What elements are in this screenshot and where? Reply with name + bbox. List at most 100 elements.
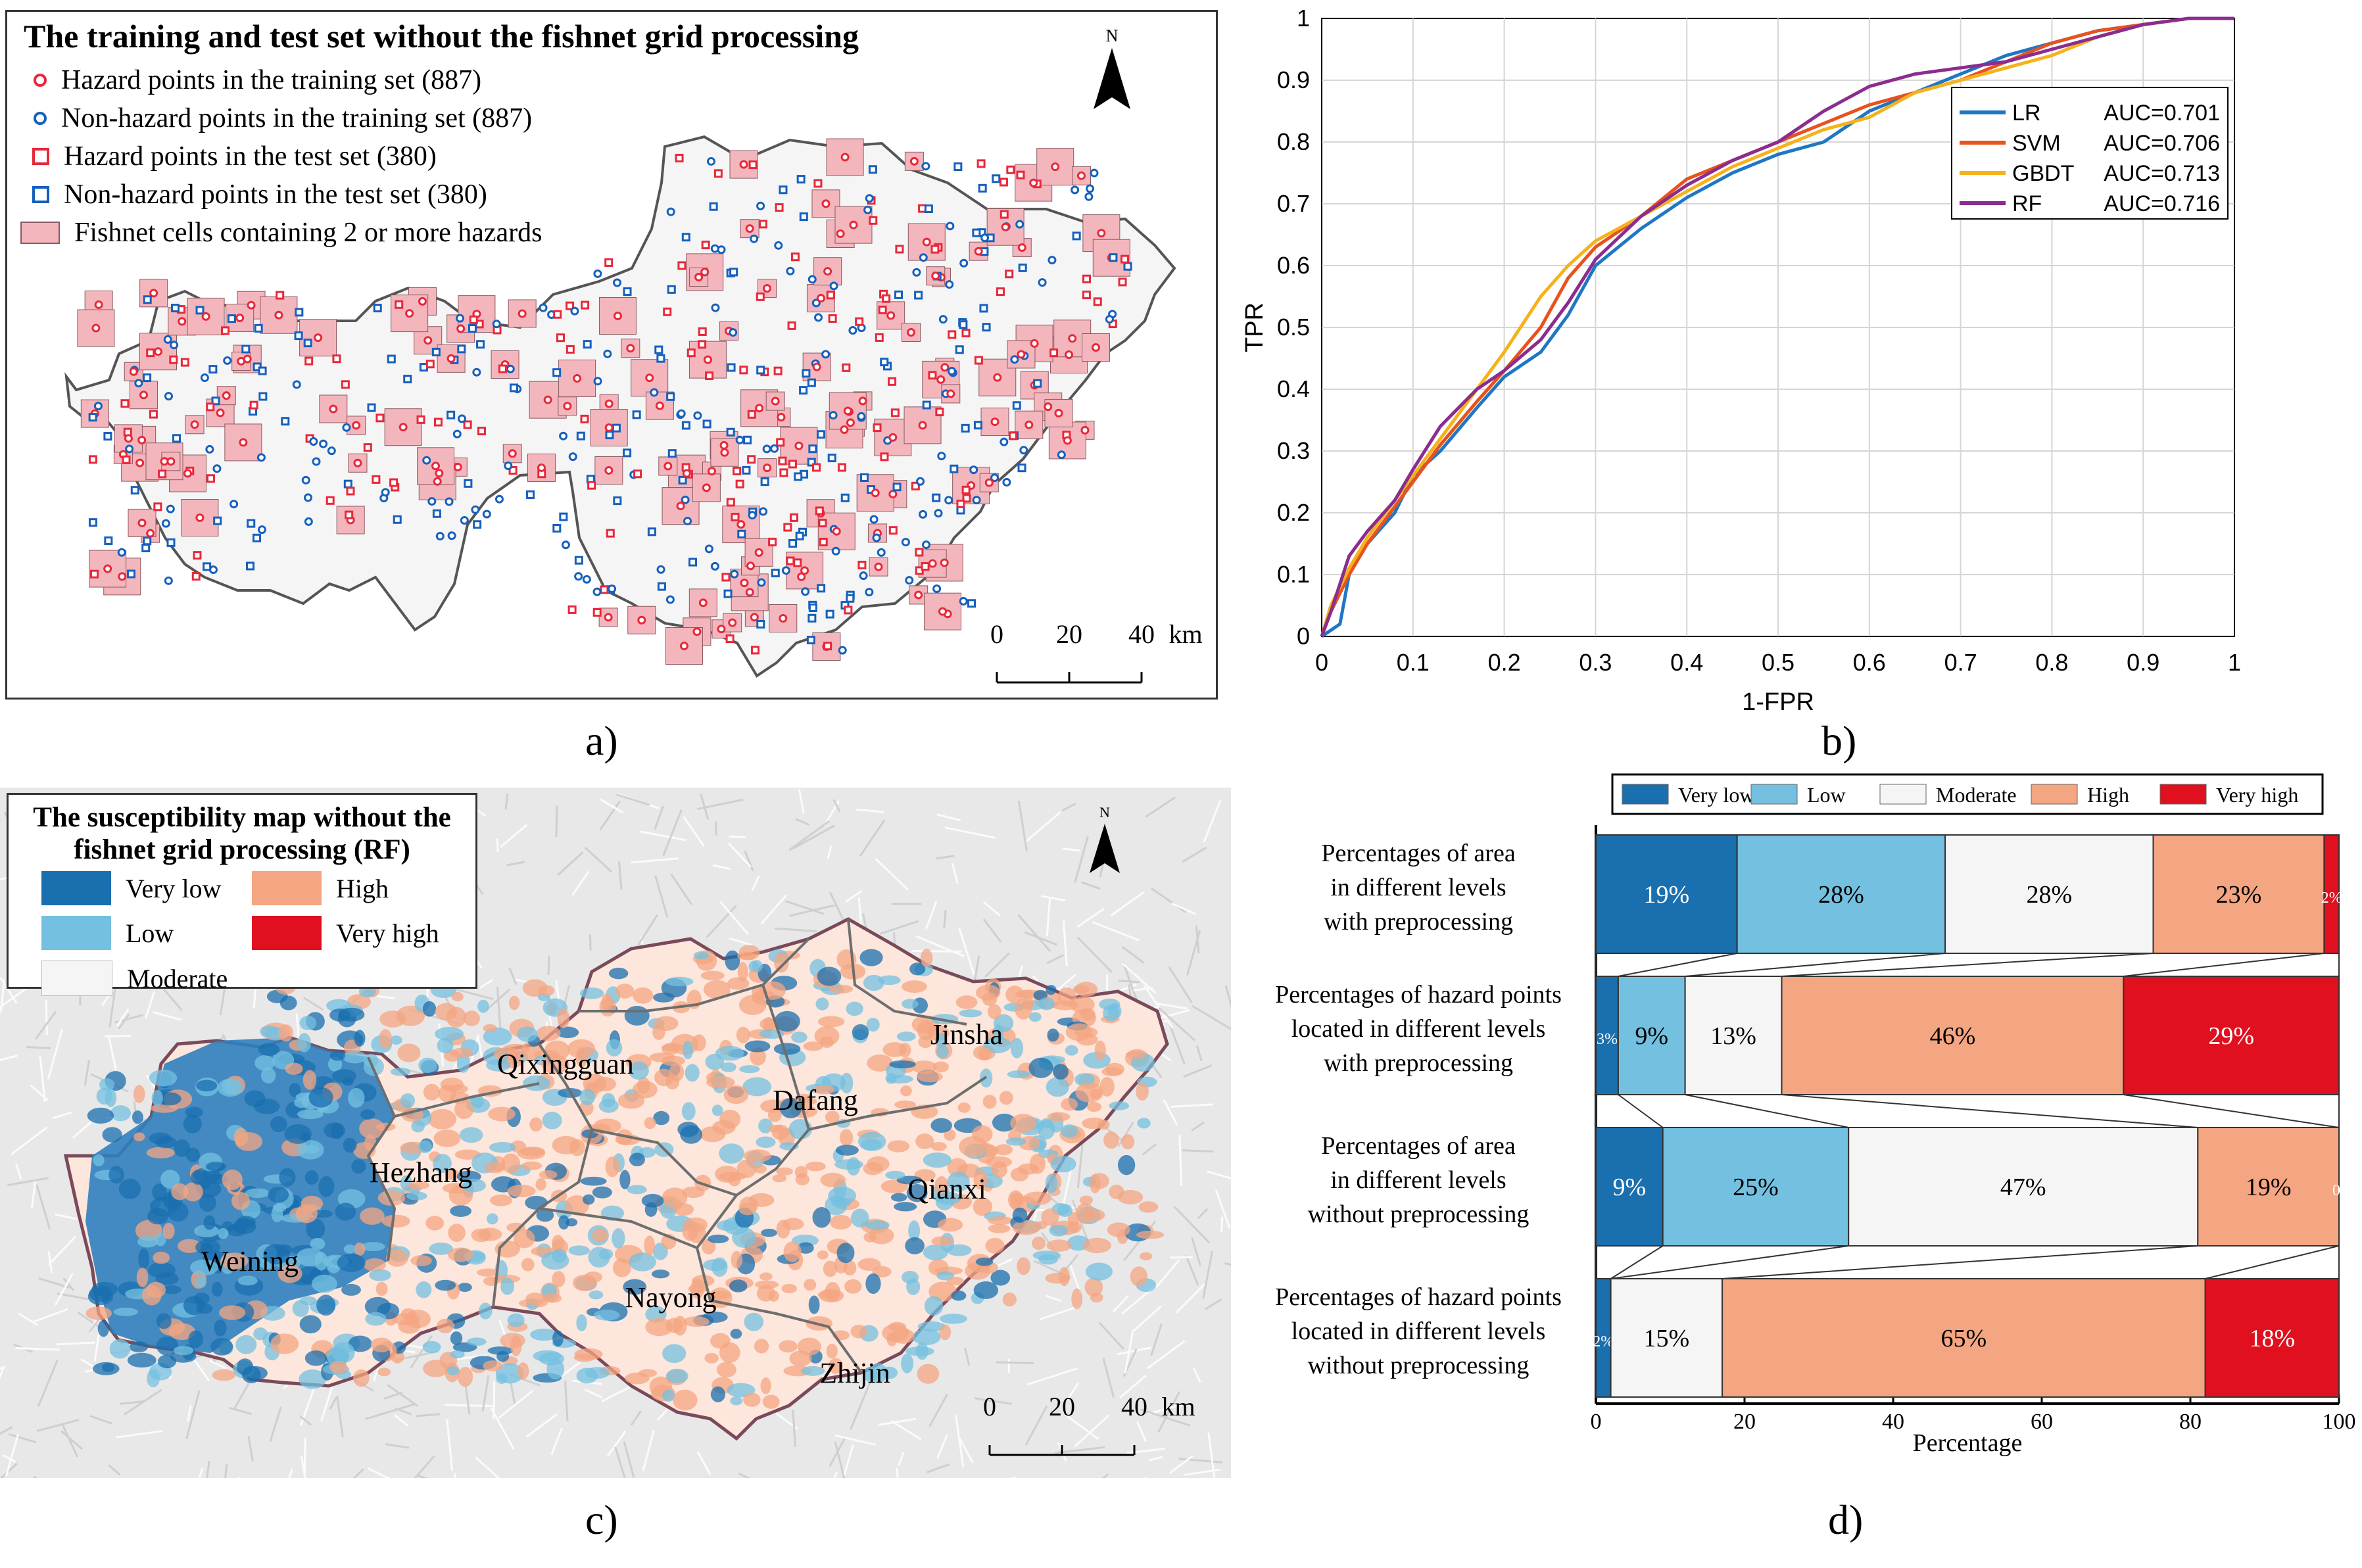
legend-a-item: Hazard points in the test set (380) — [27, 137, 542, 176]
hillshade-stroke — [1215, 1189, 1231, 1229]
susceptibility-patch — [210, 1337, 233, 1356]
roc-xtick-label: 0.6 — [1853, 649, 1886, 676]
hazard-train-point — [222, 391, 231, 400]
nonhazard-train-point — [471, 505, 480, 514]
bar-category-label: in different levels — [1330, 1166, 1506, 1194]
nonhazard-train-point — [304, 517, 313, 526]
susceptibility-patch — [301, 1195, 324, 1212]
nonhazard-test-point — [126, 569, 135, 579]
roc-chart: 0 0.1 0.2 0.3 0.4 0.5 0.6 0.7 0.8 0.9 100.10.20.30… — [1241, 5, 2241, 716]
susceptibility-patch — [761, 1228, 777, 1237]
hazard-test-point — [191, 572, 201, 581]
susceptibility-patch — [756, 1136, 776, 1148]
bar-segment — [1617, 976, 1686, 1095]
susceptibility-patch — [220, 1252, 249, 1270]
susceptibility-patch — [1090, 1293, 1103, 1303]
hillshade-stroke — [1195, 1045, 1203, 1062]
hillshade-stroke — [1155, 1258, 1180, 1289]
hazard-test-point — [961, 329, 971, 338]
hillshade-stroke — [856, 808, 884, 813]
nonhazard-train-point — [1086, 184, 1095, 193]
nonhazard-test-point — [559, 512, 568, 521]
nonhazard-train-point — [717, 245, 726, 254]
hazard-train-point — [871, 488, 880, 498]
hazard-test-point — [999, 178, 1008, 187]
hillshade-stroke — [890, 1420, 922, 1440]
fishnet-cell — [924, 592, 962, 630]
susceptibility-patch — [446, 1366, 460, 1376]
hillshade-stroke — [1155, 1002, 1188, 1010]
susceptibility-patch — [329, 1009, 351, 1022]
nonhazard-train-point — [1105, 315, 1114, 324]
nonhazard-test-point — [681, 421, 690, 430]
susceptibility-patch — [852, 1024, 869, 1041]
susceptibility-patch — [318, 1176, 335, 1197]
susceptibility-patch — [149, 1197, 178, 1217]
nonhazard-train-point — [93, 402, 103, 411]
hazard-test-point — [869, 216, 878, 225]
hazard-train-point — [717, 625, 726, 634]
nonhazard-test-point — [681, 233, 690, 242]
susceptibility-patch — [973, 1168, 988, 1190]
hillshade-stroke — [1046, 954, 1065, 964]
nonhazard-train-point — [757, 578, 766, 587]
nonhazard-train-point — [381, 488, 390, 497]
hazard-train-point — [137, 518, 147, 527]
susceptibility-patch — [331, 1123, 343, 1139]
hazard-train-point — [922, 237, 931, 247]
hazard-test-point — [325, 496, 335, 505]
susceptibility-patch — [219, 1305, 246, 1320]
nonhazard-test-point — [967, 599, 976, 608]
nonhazard-test-point — [743, 435, 752, 444]
hillshade-stroke — [52, 1111, 72, 1120]
susceptibility-patch — [627, 1185, 647, 1195]
susceptibility-patch — [496, 1350, 510, 1362]
susceptibility-patch — [759, 1018, 778, 1030]
legend-c-label: High — [336, 873, 389, 903]
susceptibility-patch — [1117, 1189, 1144, 1204]
hillshade-stroke — [0, 1366, 5, 1380]
susceptibility-patch — [957, 1102, 971, 1113]
bar-legend-swatch — [1879, 784, 1927, 805]
hillshade-stroke — [233, 1383, 250, 1410]
susceptibility-patch — [738, 1202, 757, 1216]
nonhazard-test-point — [104, 536, 113, 545]
roc-legend-auc: AUC=0.716 — [2104, 191, 2220, 216]
susceptibility-patch — [459, 1127, 483, 1143]
susceptibility-patch — [1121, 1134, 1135, 1150]
nonhazard-train-point — [869, 515, 879, 524]
bar-data-label: 19% — [2246, 1174, 2292, 1201]
susceptibility-patch — [704, 1352, 719, 1364]
hillshade-stroke — [394, 1414, 409, 1427]
nonhazard-train-point — [452, 429, 462, 439]
susceptibility-patch — [773, 1043, 801, 1055]
roc-ytick-label: 0.1 — [1277, 561, 1310, 588]
hazard-test-point — [395, 300, 404, 309]
nonhazard-train-point — [919, 510, 928, 519]
hillshade-stroke — [1062, 919, 1068, 966]
susceptibility-patch — [905, 1237, 925, 1254]
bar-xtick-label: 40 — [1882, 1410, 1904, 1434]
scale-label-c: 40 — [1121, 1392, 1147, 1421]
susceptibility-patch — [297, 1033, 311, 1053]
bar-data-label: 46% — [1930, 1022, 1976, 1050]
susceptibility-patch — [1038, 997, 1055, 1010]
hazard-train-point — [456, 324, 466, 333]
hillshade-stroke — [116, 1008, 130, 1027]
nonhazard-test-point — [373, 304, 382, 313]
bar-data-label: 25% — [1733, 1174, 1779, 1201]
legend-a-item: Non-hazard points in the training set (8… — [27, 99, 542, 137]
nonhazard-train-point — [730, 569, 739, 579]
roc-ytick-label: 0 — [1297, 623, 1310, 650]
hillshade-stroke — [153, 1010, 182, 1021]
susceptibility-patch — [258, 1043, 280, 1056]
susceptibility-patch — [183, 1296, 205, 1316]
nonhazard-test-point — [742, 465, 751, 475]
legend-a-label: Hazard points in the test set (380) — [64, 141, 437, 172]
susceptibility-patch — [823, 1260, 838, 1277]
susceptibility-patch — [930, 1118, 952, 1133]
susceptibility-patch — [235, 1132, 262, 1151]
hillshade-stroke — [0, 1463, 18, 1478]
hazard-test-point — [122, 455, 131, 464]
hillshade-stroke — [498, 1390, 534, 1419]
